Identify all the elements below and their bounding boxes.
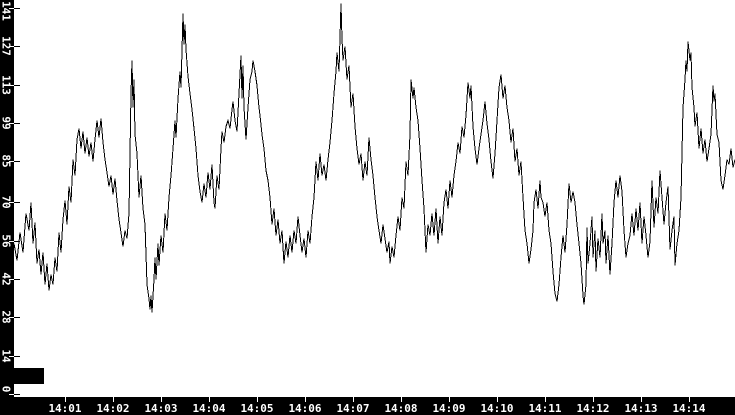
y-tick-label: 42 [0, 272, 13, 285]
data-line [13, 3, 735, 313]
x-tick-label: 14:03 [144, 402, 177, 415]
x-tick-label: 14:09 [432, 402, 465, 415]
y-tick-label: 127 [0, 36, 13, 56]
y-tick-label: 99 [0, 116, 13, 129]
x-tick-label: 14:06 [288, 402, 321, 415]
x-tick-label: 14:05 [240, 402, 273, 415]
y-tick-label: 28 [0, 310, 13, 323]
y-axis-strip [0, 0, 14, 397]
x-tick-label: 14:02 [96, 402, 129, 415]
x-tick-label: 14:01 [48, 402, 81, 415]
x-tick-label: 14:11 [528, 402, 561, 415]
corner-marker-block [14, 368, 44, 384]
y-tick-label: 70 [0, 195, 13, 208]
x-tick-label: 14:08 [384, 402, 417, 415]
y-tick-label: 141 [0, 1, 13, 21]
x-tick-label: 14:10 [480, 402, 513, 415]
x-tick-label: 14:04 [192, 402, 225, 415]
y-tick-label: 0 [0, 386, 13, 393]
y-tick-label: 14 [0, 349, 13, 363]
x-tick-label: 14:12 [576, 402, 609, 415]
x-tick-label: 14:07 [336, 402, 369, 415]
y-tick-label: 56 [0, 234, 13, 248]
y-tick-label: 85 [0, 154, 13, 167]
x-axis-strip [0, 397, 735, 415]
x-tick-label: 14:13 [624, 402, 657, 415]
y-tick-label: 113 [0, 75, 13, 95]
x-tick-label: 14:14 [672, 402, 705, 415]
